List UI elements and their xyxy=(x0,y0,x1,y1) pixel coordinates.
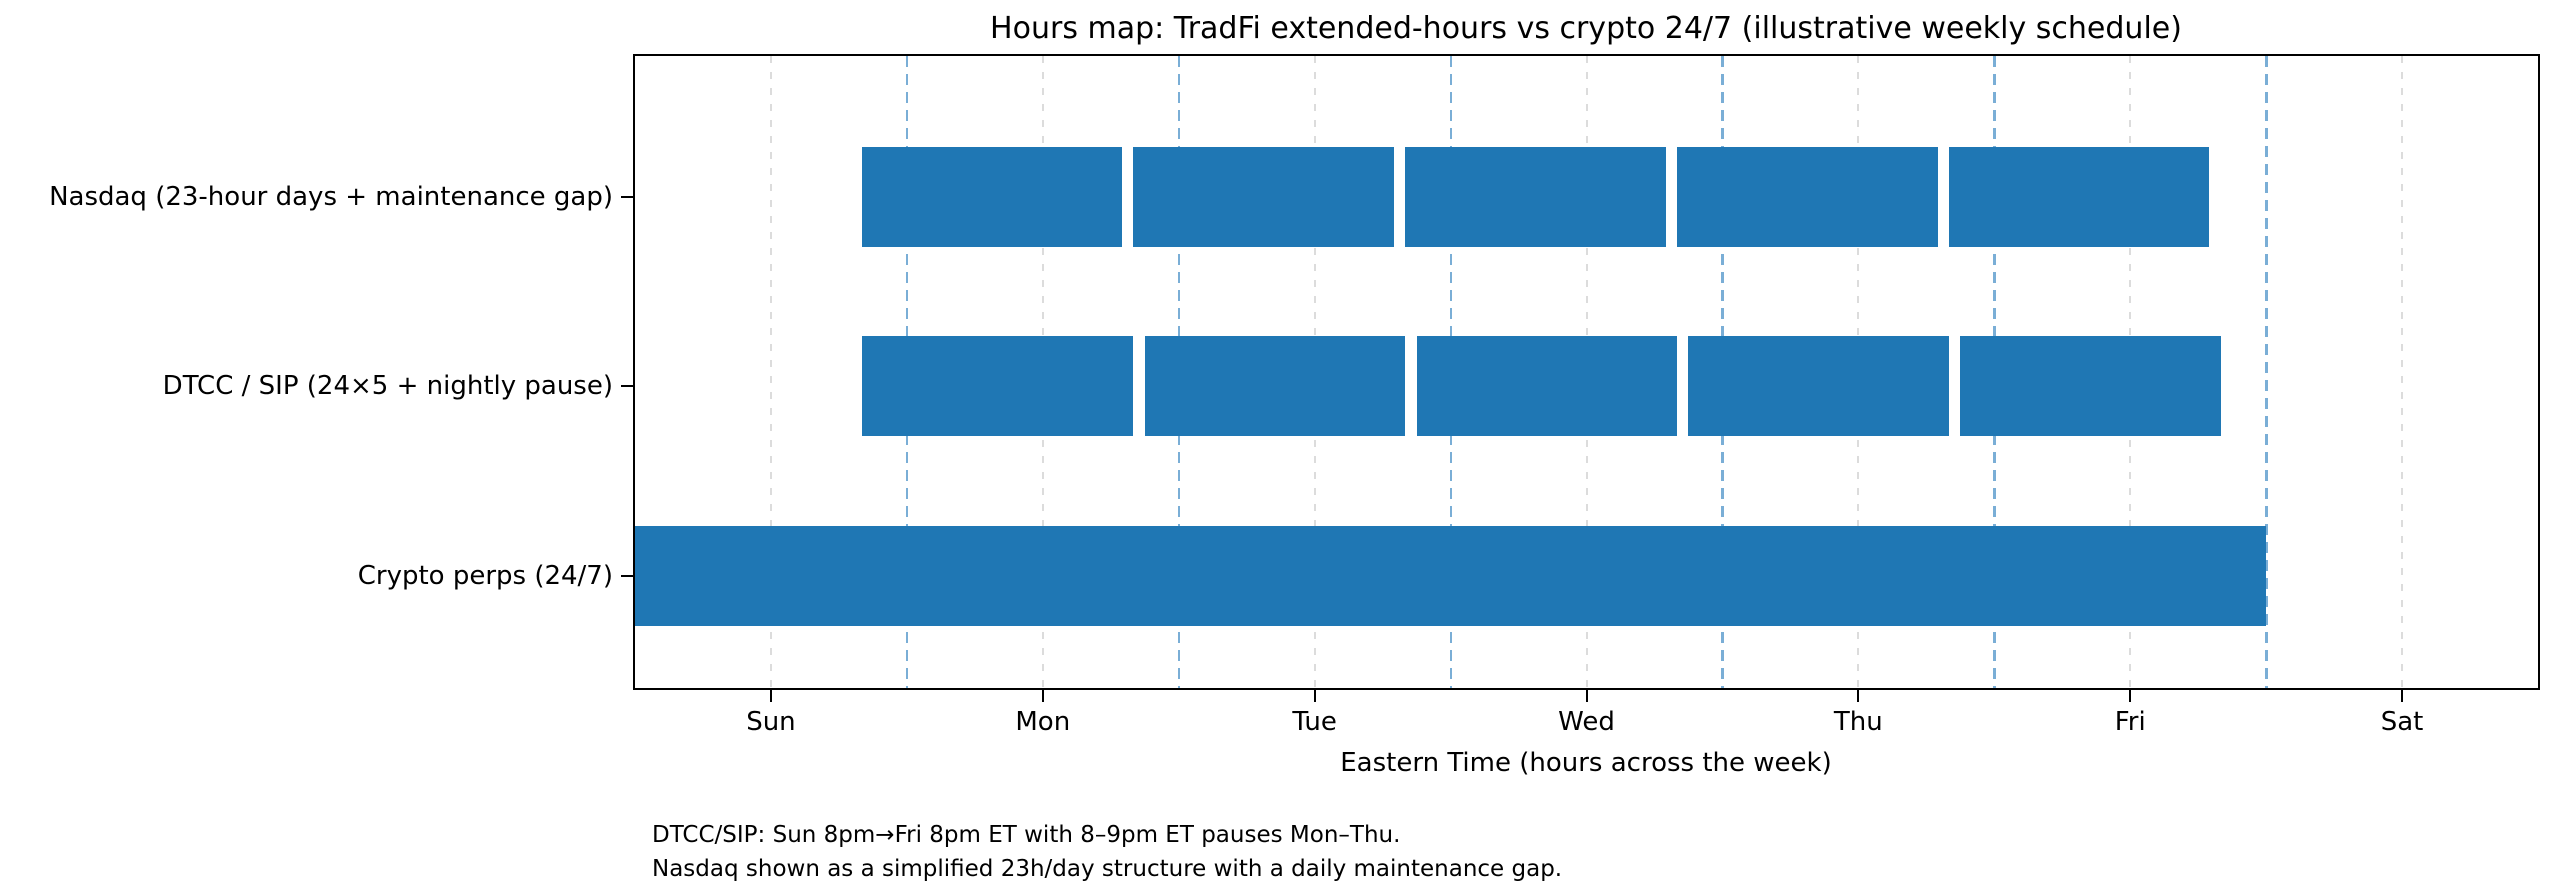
y-tick-label: Nasdaq (23-hour days + maintenance gap) xyxy=(49,182,613,212)
bar-segment-row3 xyxy=(635,526,2267,626)
x-axis-label: Eastern Time (hours across the week) xyxy=(1340,748,1832,778)
x-tick xyxy=(1313,688,1316,702)
x-tick xyxy=(1041,688,1044,702)
x-tick-label: Mon xyxy=(1015,707,1071,737)
day-boundary-line xyxy=(2265,56,2268,688)
bar-segment-row2 xyxy=(1960,336,2221,436)
y-tick xyxy=(621,196,635,198)
noon-gridline xyxy=(2401,56,2404,688)
y-tick-label: Crypto perps (24/7) xyxy=(357,561,613,591)
x-tick-label: Sat xyxy=(2380,707,2424,737)
bar-segment-row1 xyxy=(1677,147,1938,247)
x-tick-label: Wed xyxy=(1558,707,1615,737)
x-tick-label: Sun xyxy=(746,707,796,737)
chart-title: Hours map: TradFi extended-hours vs cryp… xyxy=(990,11,2182,46)
footnote-line-2: Nasdaq shown as a simplified 23h/day str… xyxy=(652,856,1563,882)
bar-segment-row1 xyxy=(1948,147,2210,247)
bar-segment-row2 xyxy=(861,336,1134,436)
x-tick xyxy=(2401,688,2404,702)
x-tick xyxy=(1585,688,1588,702)
bar-segment-row2 xyxy=(1688,336,1949,436)
bar-segment-row2 xyxy=(1416,336,1678,436)
plot-area xyxy=(635,56,2538,688)
noon-gridline xyxy=(769,56,772,688)
bar-segment-row1 xyxy=(1133,147,1394,247)
bar-segment-row1 xyxy=(861,147,1123,247)
bar-segment-row2 xyxy=(1144,336,1406,436)
y-tick-label: DTCC / SIP (24×5 + nightly pause) xyxy=(162,371,613,401)
footnote: DTCC/SIP: Sun 8pm→Fri 8pm ET with 8–9pm … xyxy=(652,818,1562,886)
y-tick xyxy=(621,385,635,387)
x-tick xyxy=(2129,688,2132,702)
x-tick-label: Fri xyxy=(2114,707,2146,737)
footnote-line-1: DTCC/SIP: Sun 8pm→Fri 8pm ET with 8–9pm … xyxy=(652,822,1401,848)
bar-segment-row1 xyxy=(1405,147,1666,247)
x-tick xyxy=(769,688,772,702)
x-tick xyxy=(1857,688,1860,702)
x-tick-label: Tue xyxy=(1292,707,1337,737)
y-tick xyxy=(621,575,635,577)
x-tick-label: Thu xyxy=(1833,707,1883,737)
